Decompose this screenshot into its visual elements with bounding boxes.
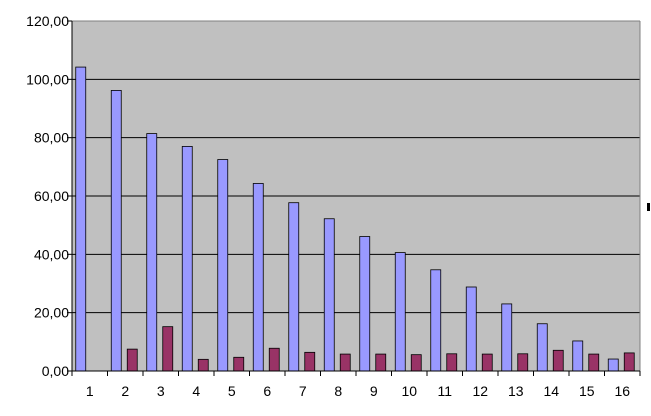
bar-series1-11 [430, 269, 442, 372]
x-tick-label-2: 2 [121, 383, 129, 399]
y-tick-label-6: 120,00 [26, 13, 69, 29]
bar-series2-2 [126, 348, 138, 372]
bar-series1-7 [288, 202, 300, 372]
bar-series2-13 [517, 353, 529, 372]
y-tick-label-2: 40,00 [34, 246, 69, 262]
bar-series2-8 [339, 353, 351, 372]
x-tick-label-13: 13 [508, 383, 524, 399]
y-axis: 0,00 20,00 40,00 60,00 80,00 100,00 120,00 [26, 13, 73, 379]
bar-series1-1 [75, 66, 87, 372]
bar-series1-13 [501, 303, 513, 372]
bar-series2-16 [623, 352, 635, 372]
y-tick-label-0: 0,00 [42, 363, 69, 379]
bar-series2-14 [552, 349, 564, 372]
bar-series2-12 [481, 353, 493, 372]
x-tick-label-15: 15 [579, 383, 595, 399]
gridlines [72, 20, 641, 371]
bar-series1-10 [394, 252, 406, 372]
x-tick-label-3: 3 [157, 383, 165, 399]
bar-series1-9 [359, 236, 371, 372]
y-tick-label-4: 80,00 [34, 130, 69, 146]
bar-series1-4 [181, 146, 193, 372]
x-tick-label-12: 12 [472, 383, 488, 399]
bar-series1-15 [572, 340, 584, 372]
bar-series1-14 [536, 323, 548, 372]
bar-series1-8 [323, 218, 335, 372]
x-axis: 1 2 3 4 5 6 7 8 9 10 11 12 13 14 15 16 [71, 370, 641, 399]
bar-series2-10 [410, 354, 422, 372]
bar-series2-15 [588, 353, 600, 372]
x-tick-label-9: 9 [370, 383, 378, 399]
bar-series1-12 [465, 286, 477, 372]
x-tick-label-5: 5 [228, 383, 236, 399]
y-tick-label-1: 20,00 [34, 305, 69, 321]
bar-series2-11 [446, 353, 458, 372]
x-tick-label-16: 16 [614, 383, 630, 399]
x-tick-label-14: 14 [543, 383, 559, 399]
bar-series1-16 [607, 358, 619, 372]
bar-series2-9 [375, 353, 387, 372]
bar-series1-5 [217, 159, 229, 372]
side-marker [647, 203, 650, 211]
bar-series2-6 [268, 347, 280, 372]
y-tick-label-3: 60,00 [34, 188, 69, 204]
y-tick-label-5: 100,00 [26, 71, 69, 87]
x-tick-label-1: 1 [86, 383, 94, 399]
bar-series2-5 [233, 356, 245, 372]
bar-series1-6 [252, 183, 264, 372]
x-tick-label-6: 6 [263, 383, 271, 399]
bar-series1-3 [146, 133, 158, 372]
x-tick-label-8: 8 [334, 383, 342, 399]
x-tick-label-10: 10 [401, 383, 417, 399]
bar-series2-7 [304, 351, 316, 372]
x-tick-label-7: 7 [299, 383, 307, 399]
x-tick-label-4: 4 [192, 383, 200, 399]
bar-series2-3 [162, 326, 174, 372]
bar-series2-4 [197, 358, 209, 372]
x-tick-label-11: 11 [437, 383, 452, 399]
bar-series1-2 [110, 90, 122, 372]
